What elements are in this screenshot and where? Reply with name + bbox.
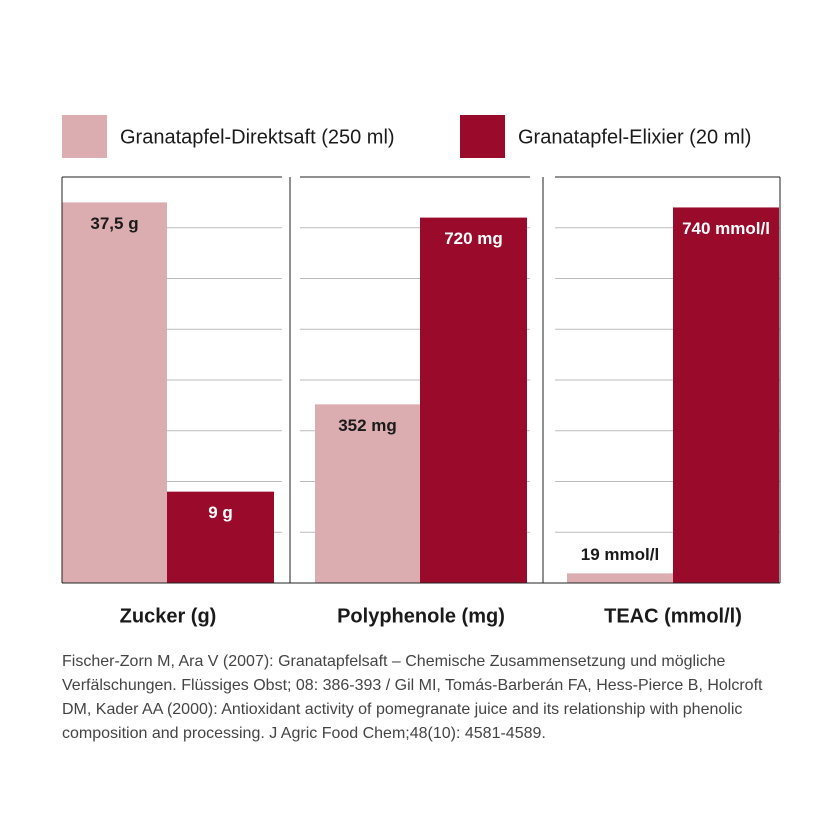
legend-label: Granatapfel-Elixier (20 ml) — [518, 126, 751, 148]
bar — [167, 491, 274, 583]
bar — [420, 217, 527, 583]
value-label: 352 mg — [338, 416, 397, 435]
footnote-line: DM, Kader AA (2000): Antioxidant activit… — [62, 701, 742, 718]
value-label: 37,5 g — [90, 214, 138, 233]
value-label: 19 mmol/l — [581, 545, 659, 564]
bar — [62, 202, 167, 583]
bar — [567, 573, 673, 583]
footnote-line: Verfälschungen. Flüssiges Obst; 08: 386-… — [62, 677, 763, 694]
x-axis-label: Polyphenole (mg) — [337, 605, 505, 627]
value-label: 9 g — [208, 503, 233, 522]
value-label: 720 mg — [444, 229, 503, 248]
bar — [673, 207, 779, 583]
footnote-line: Fischer-Zorn M, Ara V (2007): Granatapfe… — [62, 653, 726, 670]
x-axis-label: Zucker (g) — [120, 605, 217, 627]
legend-swatch — [62, 115, 107, 158]
footnote-line: composition and processing. J Agric Food… — [62, 725, 546, 742]
legend-label: Granatapfel-Direktsaft (250 ml) — [120, 126, 395, 148]
legend-swatch — [460, 115, 505, 158]
bar — [315, 404, 420, 583]
value-label: 740 mmol/l — [682, 219, 770, 238]
x-axis-label: TEAC (mmol/l) — [604, 605, 742, 627]
